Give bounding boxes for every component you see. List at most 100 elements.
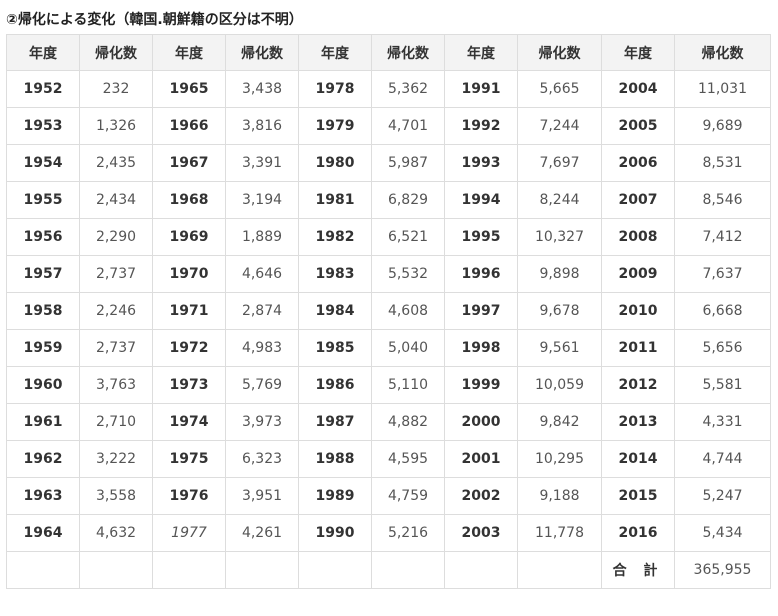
count-cell: 2,737 [79, 255, 153, 293]
year-cell: 1981 [298, 181, 372, 219]
table-row: 1961 2,710 1974 3,973 1987 4,882 2000 9,842 2013… [6, 403, 771, 441]
count-cell: 5,532 [371, 255, 445, 293]
empty-cell [79, 551, 153, 589]
year-cell: 1990 [298, 514, 372, 552]
year-cell: 1996 [444, 255, 518, 293]
year-cell: 2015 [601, 477, 675, 515]
year-cell: 1994 [444, 181, 518, 219]
year-cell: 2005 [601, 107, 675, 145]
count-cell: 5,581 [674, 366, 771, 404]
year-cell: 1968 [152, 181, 226, 219]
count-cell: 4,261 [225, 514, 299, 552]
header-row: 年度 帰化数 年度 帰化数 年度 帰化数 年度 帰化数 年度 帰化数 [6, 34, 771, 71]
count-cell: 3,816 [225, 107, 299, 145]
year-cell: 1988 [298, 440, 372, 478]
count-cell: 4,646 [225, 255, 299, 293]
header-year: 年度 [601, 34, 675, 71]
year-cell: 1961 [6, 403, 80, 441]
year-cell: 1982 [298, 218, 372, 256]
year-cell: 1964 [6, 514, 80, 552]
year-cell: 1967 [152, 144, 226, 182]
count-cell: 2,290 [79, 218, 153, 256]
year-cell: 1957 [6, 255, 80, 293]
year-cell: 2007 [601, 181, 675, 219]
year-cell: 2009 [601, 255, 675, 293]
year-cell: 1989 [298, 477, 372, 515]
year-cell: 1960 [6, 366, 80, 404]
count-cell: 4,882 [371, 403, 445, 441]
count-cell: 4,595 [371, 440, 445, 478]
header-count: 帰化数 [371, 34, 445, 71]
table-body: 1952 232 1965 3,438 1978 5,362 1991 5,665 2004 11… [6, 70, 771, 589]
count-cell: 2,435 [79, 144, 153, 182]
count-cell: 5,110 [371, 366, 445, 404]
count-cell: 9,188 [517, 477, 602, 515]
count-cell: 4,632 [79, 514, 153, 552]
year-cell: 2006 [601, 144, 675, 182]
year-cell: 1974 [152, 403, 226, 441]
count-cell: 3,194 [225, 181, 299, 219]
header-year: 年度 [298, 34, 372, 71]
header-year: 年度 [152, 34, 226, 71]
count-cell: 4,744 [674, 440, 771, 478]
year-cell: 1993 [444, 144, 518, 182]
count-cell: 4,759 [371, 477, 445, 515]
year-cell: 2013 [601, 403, 675, 441]
total-value: 365,955 [674, 551, 771, 589]
count-cell: 2,874 [225, 292, 299, 330]
year-cell: 1992 [444, 107, 518, 145]
count-cell: 5,665 [517, 70, 602, 108]
count-cell: 3,438 [225, 70, 299, 108]
count-cell: 7,412 [674, 218, 771, 256]
total-row: 合 計 365,955 [6, 551, 771, 589]
header-count: 帰化数 [517, 34, 602, 71]
year-cell: 1995 [444, 218, 518, 256]
count-cell: 10,295 [517, 440, 602, 478]
total-label: 合 計 [601, 551, 675, 589]
year-cell: 1987 [298, 403, 372, 441]
year-cell: 2016 [601, 514, 675, 552]
count-cell: 6,521 [371, 218, 445, 256]
count-cell: 9,898 [517, 255, 602, 293]
count-cell: 5,362 [371, 70, 445, 108]
year-cell: 1979 [298, 107, 372, 145]
year-cell: 1985 [298, 329, 372, 367]
count-cell: 5,247 [674, 477, 771, 515]
count-cell: 7,697 [517, 144, 602, 182]
year-cell: 1976 [152, 477, 226, 515]
count-cell: 9,561 [517, 329, 602, 367]
year-cell: 1972 [152, 329, 226, 367]
table-row: 1952 232 1965 3,438 1978 5,362 1991 5,665 2004 11… [6, 70, 771, 108]
year-cell: 1980 [298, 144, 372, 182]
count-cell: 4,608 [371, 292, 445, 330]
year-cell: 2012 [601, 366, 675, 404]
year-cell: 2011 [601, 329, 675, 367]
table-row: 1958 2,246 1971 2,874 1984 4,608 1997 9,678 2010… [6, 292, 771, 330]
count-cell: 5,769 [225, 366, 299, 404]
header-year: 年度 [444, 34, 518, 71]
year-cell: 2002 [444, 477, 518, 515]
year-cell: 1969 [152, 218, 226, 256]
year-cell: 1954 [6, 144, 80, 182]
year-cell: 1997 [444, 292, 518, 330]
count-cell: 4,701 [371, 107, 445, 145]
year-cell: 1958 [6, 292, 80, 330]
count-cell: 5,987 [371, 144, 445, 182]
count-cell: 232 [79, 70, 153, 108]
table-row: 1960 3,763 1973 5,769 1986 5,110 1999 10,059 201… [6, 366, 771, 404]
table-header: 年度 帰化数 年度 帰化数 年度 帰化数 年度 帰化数 年度 帰化数 [6, 34, 771, 71]
empty-cell [152, 551, 226, 589]
year-cell: 1965 [152, 70, 226, 108]
year-cell: 1963 [6, 477, 80, 515]
year-cell: 1983 [298, 255, 372, 293]
header-year: 年度 [6, 34, 80, 71]
count-cell: 9,689 [674, 107, 771, 145]
year-cell: 1952 [6, 70, 80, 108]
year-cell: 1998 [444, 329, 518, 367]
count-cell: 7,637 [674, 255, 771, 293]
year-cell: 1999 [444, 366, 518, 404]
count-cell: 7,244 [517, 107, 602, 145]
empty-cell [6, 551, 80, 589]
year-cell: 1962 [6, 440, 80, 478]
count-cell: 1,326 [79, 107, 153, 145]
